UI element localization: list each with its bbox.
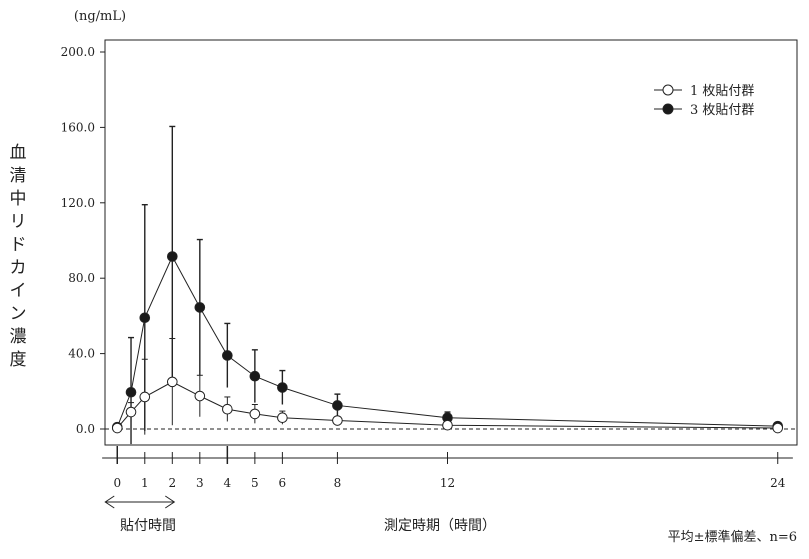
legend: 1 枚貼付群 3 枚貼付群 (654, 84, 754, 118)
y-axis: 0.0 40.0 80.0 120.0 160.0 200.0 (61, 45, 105, 436)
x-tick-label: 4 (224, 476, 232, 490)
data-point (249, 370, 261, 382)
data-point (332, 400, 343, 411)
data-point (277, 412, 288, 423)
x-tick-label: 8 (334, 476, 342, 490)
data-point (772, 422, 784, 434)
data-point (194, 302, 206, 313)
legend-marker (662, 84, 674, 96)
y-tick-label: 40.0 (68, 347, 95, 361)
y-tick-label: 160.0 (61, 120, 95, 134)
data-point (139, 391, 151, 403)
x-tick-label: 1 (141, 476, 149, 490)
x-tick-label: 6 (279, 476, 287, 490)
data-point (222, 350, 233, 361)
data-point (125, 386, 137, 398)
footnote: 平均±標準偏差、n=6 (668, 529, 797, 545)
x-tick-label: 12 (440, 476, 455, 490)
series-1-patch (111, 338, 784, 435)
x-axis-title: 測定時期（時間） (384, 518, 496, 534)
data-point (125, 406, 137, 418)
arrow-head-right (165, 495, 176, 509)
legend-marker (662, 103, 674, 115)
x-tick-label: 5 (251, 476, 259, 490)
x-tick-label: 2 (168, 476, 176, 490)
y-unit-label: (ng/mL) (74, 9, 126, 24)
plot-frame (104, 39, 798, 446)
y-tick-label: 80.0 (68, 271, 95, 285)
series-layer (111, 125, 784, 445)
data-point (332, 415, 343, 426)
x-tick-label: 3 (196, 476, 204, 490)
data-point (111, 422, 123, 434)
data-point (442, 419, 453, 431)
series-line (116, 255, 778, 428)
application-period-label: 貼付時間 (120, 518, 176, 534)
data-point (167, 251, 178, 262)
data-point (194, 390, 206, 402)
legend-item: 3 枚貼付群 (654, 103, 754, 118)
legend-label: 3 枚貼付群 (690, 103, 754, 118)
legend-item: 1 枚貼付群 (654, 84, 754, 99)
y-axis-label: 血清中リドカイン濃度 (10, 143, 27, 370)
series-3-patch (111, 125, 784, 445)
arrow-head-left (104, 495, 115, 509)
data-point (277, 382, 288, 393)
data-point (167, 376, 178, 388)
legend-label: 1 枚貼付群 (690, 84, 754, 99)
y-tick-label: 120.0 (61, 196, 95, 210)
data-point (222, 403, 233, 415)
x-tick-label: 24 (770, 476, 786, 490)
data-point (139, 312, 151, 324)
data-point (249, 408, 261, 420)
y-tick-label: 200.0 (61, 45, 95, 59)
plot-border (104, 39, 798, 446)
application-period-arrow (104, 495, 176, 509)
x-tick-label: 0 (113, 476, 121, 490)
y-tick-label: 0.0 (76, 422, 95, 436)
x-axis: 0 1 2 3 4 5 6 8 12 24 (102, 446, 793, 490)
